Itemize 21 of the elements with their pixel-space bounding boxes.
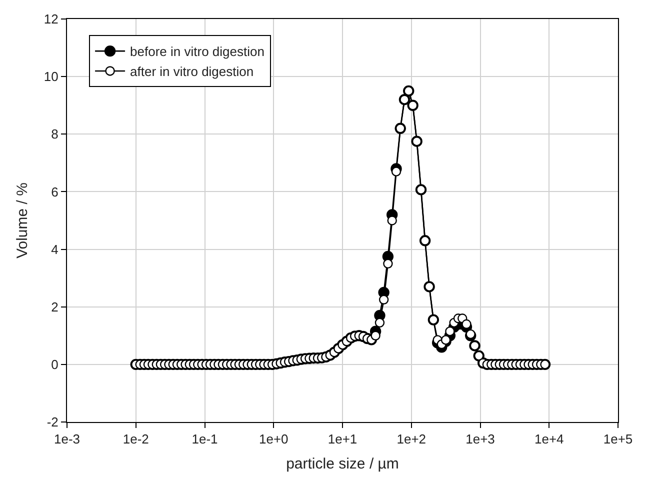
- x-tick-label: 1e+0: [258, 432, 288, 447]
- y-tick-label: -2: [46, 414, 58, 430]
- x-tick-label: 1e-3: [54, 432, 80, 447]
- x-tick-label: 1e+4: [534, 432, 564, 447]
- y-tick-label: 8: [51, 126, 58, 142]
- x-tick-label: 1e-2: [122, 432, 149, 447]
- y-tick-label: 4: [51, 242, 58, 257]
- y-tick-label: 2: [51, 299, 58, 314]
- y-tick-label: 10: [44, 69, 58, 84]
- x-tick-label: 1e+1: [328, 432, 358, 447]
- y-axis-title: Volume / %: [14, 182, 32, 258]
- x-tick-label: 1e-1: [192, 432, 218, 447]
- x-tick-label: 1e+2: [396, 432, 426, 447]
- x-tick-label: 1e+5: [603, 432, 633, 447]
- y-tick-label: 12: [44, 12, 58, 27]
- y-tick-label: 0: [51, 356, 58, 372]
- y-tick-label: 6: [51, 184, 58, 200]
- legend-label: after in vitro digestion: [130, 64, 254, 80]
- x-axis-title: particle size / µm: [286, 456, 399, 473]
- legend-label: before in vitro digestion: [130, 44, 264, 60]
- x-tick-label: 1e+3: [466, 432, 495, 447]
